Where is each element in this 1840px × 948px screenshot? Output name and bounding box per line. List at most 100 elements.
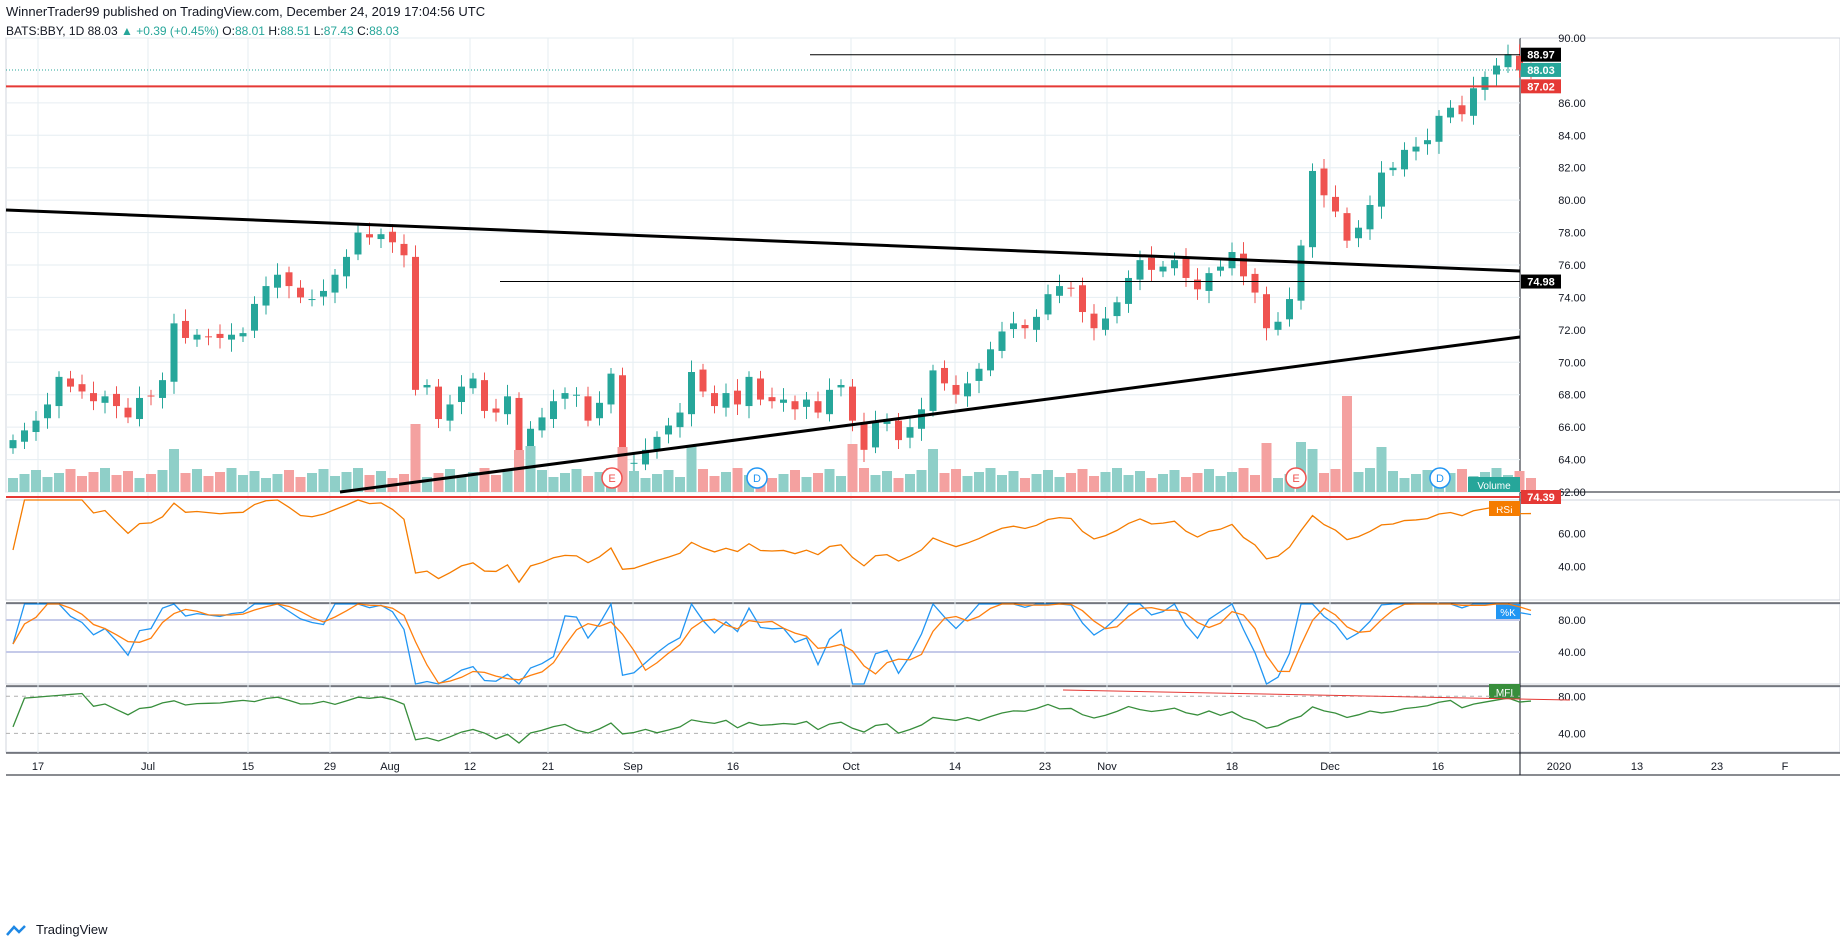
volume-bar (468, 472, 478, 492)
candle-body (1033, 316, 1040, 330)
candle-body (699, 369, 707, 392)
candle-body (665, 425, 672, 435)
volume-bar (548, 477, 559, 492)
candle-body (193, 334, 201, 340)
candle-body (1217, 266, 1224, 271)
volume-bar (1307, 449, 1318, 492)
volume-bar (686, 445, 697, 492)
candle-body (1355, 227, 1362, 239)
candle-body (998, 331, 1006, 351)
candle-body (987, 349, 994, 371)
candle-body (780, 399, 787, 403)
candle-body (1159, 266, 1167, 272)
volume-bar (1215, 476, 1226, 492)
low-label: L: (313, 24, 324, 38)
price-label-bg (1521, 490, 1561, 504)
volume-bar (1261, 443, 1272, 492)
volume-bar (778, 474, 789, 492)
volume-bar (675, 477, 685, 492)
candle-body (1309, 170, 1316, 248)
candle-body (607, 373, 615, 405)
candle-body (159, 380, 166, 398)
candle-body (435, 386, 442, 420)
x-tick-label: 23 (1039, 761, 1051, 773)
candle-body (492, 408, 500, 413)
symbol-label: BATS:BBY, 1D (6, 24, 85, 38)
chart-header: WinnerTrader99 published on TradingView.… (6, 4, 485, 39)
candle-body (837, 384, 845, 388)
candle-body (1090, 313, 1098, 329)
volume-bar (1250, 475, 1260, 492)
volume-bar (1319, 473, 1329, 492)
rsi-tick-label: 60.00 (1558, 528, 1586, 540)
volume-bar (169, 449, 179, 492)
candle-body (147, 395, 155, 397)
event-marker-label: D (753, 473, 761, 485)
event-marker-label: E (1292, 473, 1299, 485)
candle-body (584, 396, 592, 421)
candle-body (929, 370, 937, 411)
candle-body (113, 393, 120, 407)
volume-bar (157, 470, 168, 492)
x-tick-label: 14 (949, 761, 961, 773)
volume-bar (1365, 468, 1375, 492)
candle-body (860, 422, 868, 450)
ohlc-line: BATS:BBY, 1D 88.03 ▲ +0.39 (+0.45%) O:88… (6, 23, 485, 39)
volume-bar (1353, 472, 1364, 492)
x-tick-label: 16 (1432, 761, 1444, 773)
volume-bar (882, 471, 892, 492)
x-tick-label: 2020 (1547, 761, 1571, 773)
candle-body (1389, 167, 1397, 171)
candle-body (504, 396, 511, 415)
candle-body (1102, 318, 1109, 330)
trendline-support (339, 335, 1521, 494)
volume-bar (31, 470, 41, 492)
candle-body (1378, 172, 1385, 207)
candle-body (55, 376, 63, 407)
volume-bar (123, 471, 133, 492)
mfi-tick-label: 40.00 (1558, 728, 1586, 740)
candle-body (389, 231, 396, 243)
close-label: C: (357, 24, 370, 38)
candle-body (458, 386, 465, 403)
volume-bar (801, 477, 812, 492)
volume-bar (100, 468, 110, 492)
candle-body (538, 417, 546, 431)
pane-border (5, 499, 1840, 601)
candle-body (1044, 294, 1052, 315)
volume-bar (341, 472, 352, 492)
volume-bar (1112, 468, 1122, 492)
candle-body (1366, 205, 1374, 230)
volume-bar (226, 468, 237, 492)
chart-canvas[interactable]: 62.00 64.00 66.00 68.00 70.00 72.00 74.00 76.00… (0, 0, 1840, 920)
volume-bar (364, 475, 375, 492)
volume-bar (1445, 473, 1456, 492)
x-tick-label: 18 (1226, 761, 1238, 773)
volume-bar (433, 473, 444, 492)
footer: TradingView (6, 922, 108, 937)
x-tick-label: 13 (1631, 761, 1643, 773)
volume-bar (859, 468, 869, 492)
candle-body (1171, 260, 1178, 269)
event-marker (1429, 467, 1451, 489)
volume-bar (1158, 474, 1168, 492)
candle-body (872, 422, 879, 448)
candle-body (308, 299, 316, 301)
x-tick-label: Dec (1320, 761, 1340, 773)
stoch-tick-label: 40.00 (1558, 647, 1586, 659)
volume-bar (974, 472, 984, 492)
volume-bar (1181, 477, 1191, 492)
candle-body (1067, 287, 1075, 289)
volume-bar (928, 449, 938, 492)
volume-bar (629, 471, 639, 492)
price-label: 87.02 (1527, 81, 1555, 93)
volume-bar (1031, 474, 1042, 492)
volume-bar (1399, 478, 1410, 492)
candle-body (1263, 294, 1270, 329)
price-tick-label: 76.00 (1558, 260, 1586, 272)
candle-body (1240, 253, 1247, 277)
volume-bar (1146, 478, 1157, 492)
price-tick-label: 84.00 (1558, 130, 1586, 142)
candle-body (596, 402, 603, 419)
volume-bar (1238, 468, 1249, 492)
